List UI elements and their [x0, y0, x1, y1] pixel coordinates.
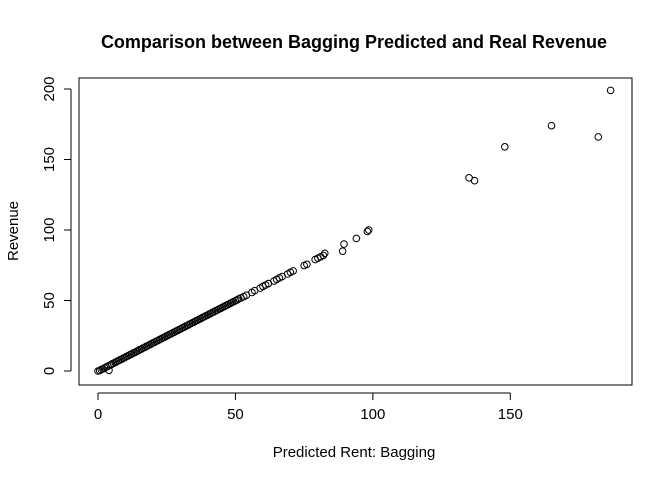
data-point [340, 240, 348, 248]
y-tick-label: 100 [41, 217, 58, 242]
data-point [364, 226, 373, 234]
data-point [289, 267, 297, 275]
y-axis: 0 50 100 150 200 [41, 76, 72, 375]
data-point [338, 247, 347, 255]
y-tick-label: 200 [41, 76, 58, 101]
chart-title: Comparison between Bagging Predicted and… [101, 32, 607, 52]
data-point [606, 86, 615, 95]
data-point [547, 121, 556, 130]
y-tick-label: 50 [41, 292, 58, 309]
y-axis-label: Revenue [5, 201, 22, 261]
data-point [319, 251, 328, 260]
y-tick-label: 150 [41, 147, 58, 172]
x-axis-label: Predicted Rent: Bagging [273, 444, 436, 461]
data-point [105, 366, 113, 375]
x-tick-label: 50 [227, 406, 244, 423]
data-point [470, 176, 479, 185]
data-point [352, 234, 361, 243]
data-point [303, 260, 311, 269]
data-point [594, 133, 603, 141]
data-point [320, 249, 329, 258]
y-tick-label: 0 [41, 367, 58, 375]
data-points [94, 86, 615, 375]
x-axis: 0 50 100 150 [94, 392, 523, 423]
data-point [363, 227, 372, 236]
x-tick-label: 0 [94, 406, 102, 423]
x-tick-label: 100 [360, 406, 385, 423]
x-tick-label: 150 [498, 406, 523, 423]
data-point [501, 143, 509, 151]
plot-frame [78, 77, 633, 386]
data-point [233, 296, 241, 304]
